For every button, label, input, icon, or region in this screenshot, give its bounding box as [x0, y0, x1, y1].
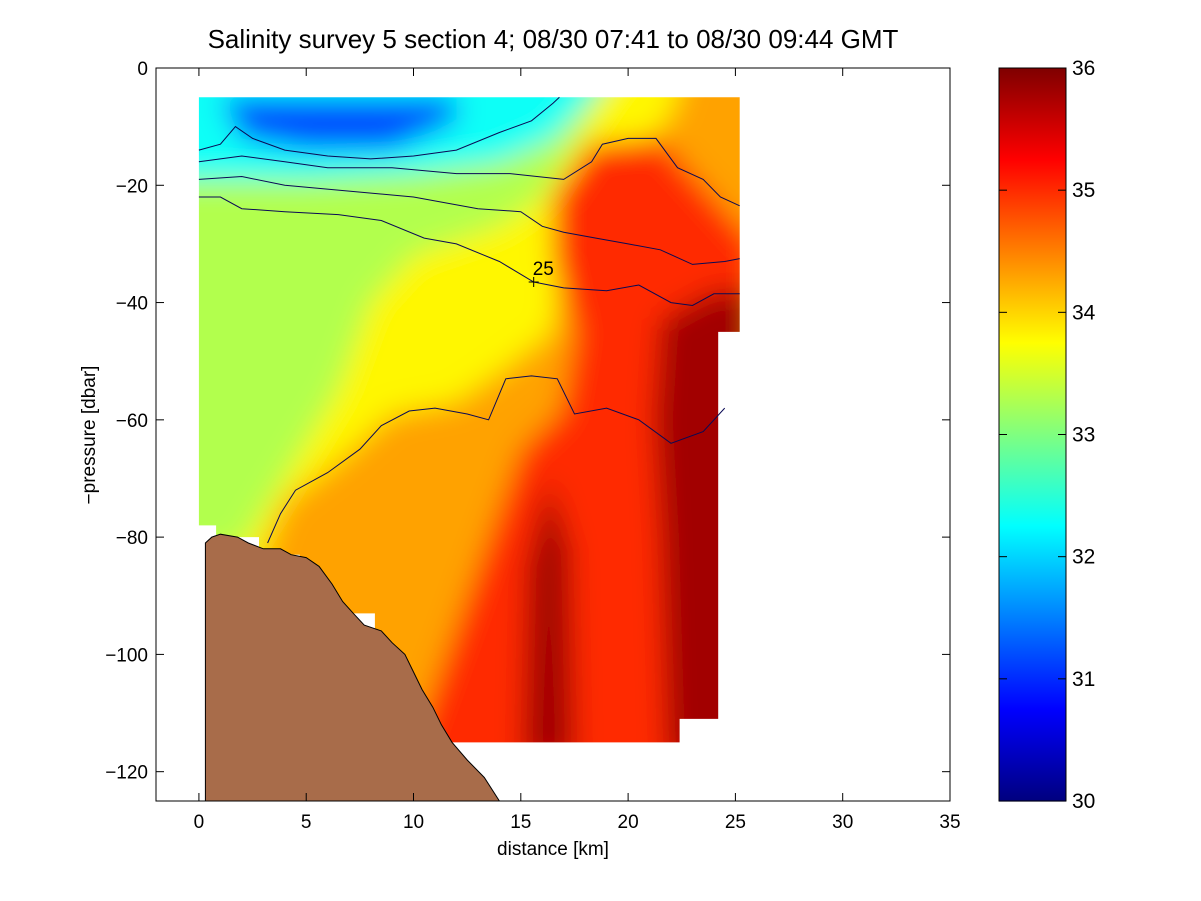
y-tick-label: −60 [116, 411, 148, 432]
contour-line [198, 96, 560, 160]
contour-label: 25 [533, 259, 554, 280]
y-tick-label: 0 [137, 59, 148, 80]
colorbar-tick-label: 31 [1072, 668, 1095, 691]
bathymetry-layer [204, 533, 500, 801]
x-tick-label: 20 [618, 812, 639, 833]
x-tick-label: 25 [725, 812, 746, 833]
y-axis-label: −pressure [dbar] [79, 366, 100, 505]
y-tick-label: −40 [116, 294, 148, 315]
axis-ticks: 0 5 10 15 20 25 30 35 0 −20 −40 −60 −80 −100 −120 [105, 59, 960, 833]
x-tick-label: 30 [832, 812, 853, 833]
colorbar-ticks: 30 31 32 33 34 35 36 [999, 57, 1096, 813]
colorbar-tick-label: 30 [1072, 790, 1095, 813]
colorbar-tick-label: 36 [1072, 57, 1095, 80]
colorbar-tick-label: 35 [1072, 179, 1095, 202]
colorbar: 30 31 32 33 34 35 36 [998, 57, 1096, 813]
contour-line [198, 196, 740, 307]
x-tick-label: 0 [194, 812, 205, 833]
y-tick-label: −120 [105, 763, 148, 784]
contour-line [198, 175, 740, 265]
seafloor-shape [204, 533, 500, 801]
x-tick-label: 5 [301, 812, 312, 833]
x-tick-label: 10 [403, 812, 424, 833]
chart-title: Salinity survey 5 section 4; 08/30 07:41… [208, 24, 899, 54]
salinity-region [523, 478, 575, 743]
contour-label-marker [528, 277, 539, 288]
contour-line [267, 375, 726, 544]
contour-line [198, 137, 740, 207]
density-contours [198, 96, 740, 544]
colorbar-tick-label: 32 [1072, 546, 1095, 569]
colorbar-tick-label: 34 [1072, 301, 1096, 324]
x-axis-label: distance [km] [497, 839, 609, 860]
colorbar-scale [998, 67, 1067, 802]
y-tick-label: −20 [116, 176, 148, 197]
x-tick-label: 15 [510, 812, 531, 833]
x-tick-label: 35 [939, 812, 960, 833]
colorbar-tick-label: 33 [1072, 424, 1095, 447]
y-tick-label: −80 [116, 528, 148, 549]
salinity-region [220, 97, 457, 151]
y-tick-label: −100 [105, 645, 148, 666]
